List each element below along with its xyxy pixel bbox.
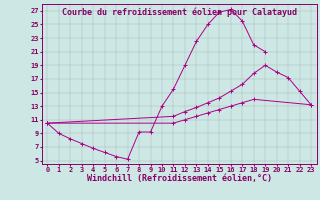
- Text: Courbe du refroidissement éolien pour Calatayud: Courbe du refroidissement éolien pour Ca…: [62, 7, 297, 17]
- X-axis label: Windchill (Refroidissement éolien,°C): Windchill (Refroidissement éolien,°C): [87, 174, 272, 183]
